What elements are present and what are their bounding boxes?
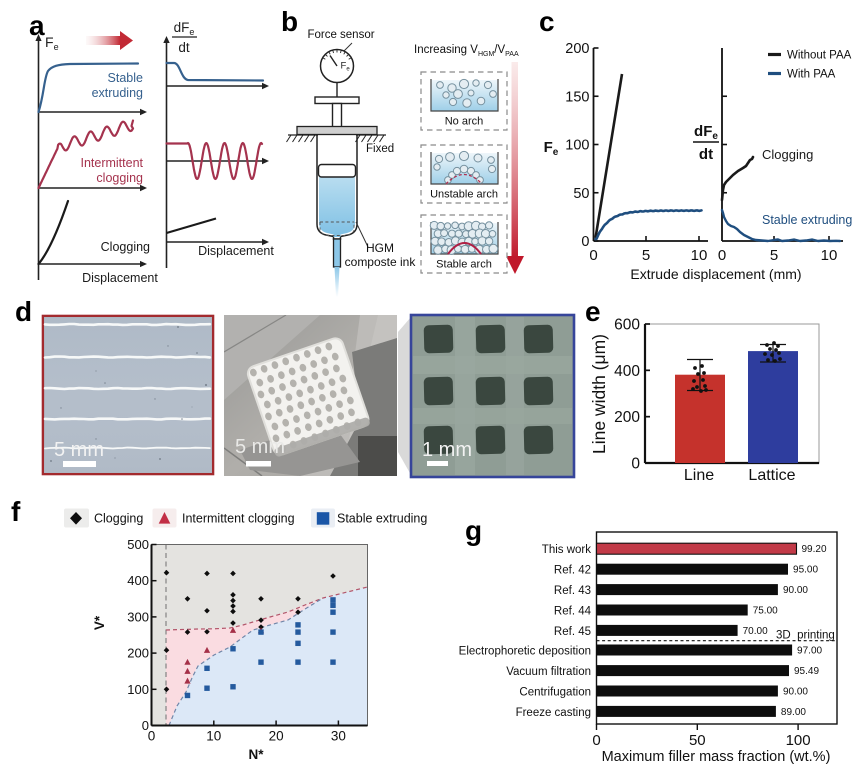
svg-text:0: 0 — [142, 718, 149, 733]
svg-text:99.20: 99.20 — [801, 544, 826, 555]
svg-text:Stable extruding: Stable extruding — [762, 213, 852, 227]
svg-text:150: 150 — [565, 89, 589, 105]
svg-text:75.00: 75.00 — [753, 606, 778, 617]
svg-text:Ref. 44: Ref. 44 — [554, 606, 592, 618]
svg-text:5: 5 — [642, 247, 650, 264]
svg-text:Line: Line — [684, 467, 714, 484]
svg-text:5 mm: 5 mm — [54, 439, 104, 461]
svg-text:5: 5 — [770, 247, 778, 264]
svg-text:5 mm: 5 mm — [235, 436, 285, 458]
svg-text:Extrude displacement (mm): Extrude displacement (mm) — [630, 266, 801, 282]
svg-text:95.00: 95.00 — [793, 565, 818, 576]
svg-text:0: 0 — [718, 247, 726, 264]
svg-text:300: 300 — [127, 609, 149, 624]
svg-text:f: f — [11, 496, 21, 527]
svg-text:10: 10 — [821, 247, 838, 264]
svg-text:Displacement: Displacement — [82, 271, 158, 285]
svg-text:Fe: Fe — [341, 61, 351, 73]
svg-text:With PAA: With PAA — [787, 69, 836, 81]
svg-text:No arch: No arch — [445, 116, 484, 128]
svg-text:97.00: 97.00 — [797, 646, 822, 657]
svg-text:Unstable arch: Unstable arch — [430, 189, 498, 201]
svg-text:b: b — [281, 6, 298, 37]
svg-text:90.00: 90.00 — [783, 585, 808, 596]
svg-text:dFe: dFe — [694, 123, 718, 142]
svg-text:50: 50 — [689, 732, 706, 749]
svg-text:Clogging: Clogging — [762, 147, 813, 162]
svg-text:95.49: 95.49 — [794, 666, 819, 677]
svg-text:Ref. 43: Ref. 43 — [554, 585, 591, 597]
svg-text:100: 100 — [127, 682, 149, 697]
svg-text:400: 400 — [614, 363, 640, 380]
svg-text:a: a — [29, 10, 45, 41]
svg-text:3D printing: 3D printing — [776, 630, 835, 642]
svg-text:70.00: 70.00 — [743, 626, 768, 637]
svg-text:0: 0 — [592, 732, 600, 749]
svg-text:20: 20 — [269, 729, 284, 744]
svg-text:Fixed: Fixed — [366, 143, 394, 155]
svg-text:Ref. 42: Ref. 42 — [554, 565, 591, 577]
svg-text:400: 400 — [127, 573, 149, 588]
svg-text:10: 10 — [691, 247, 708, 264]
svg-text:HGM: HGM — [366, 241, 394, 255]
svg-text:89.00: 89.00 — [781, 707, 806, 718]
svg-text:V*: V* — [92, 615, 107, 630]
svg-text:200: 200 — [565, 41, 589, 57]
svg-text:Stable: Stable — [108, 71, 143, 85]
svg-text:Maximum filler mass fraction (: Maximum filler mass fraction (wt.%) — [602, 749, 831, 765]
svg-text:0: 0 — [589, 247, 597, 264]
svg-text:Without PAA: Without PAA — [787, 50, 852, 62]
svg-text:0: 0 — [581, 234, 589, 250]
svg-text:dt: dt — [178, 40, 190, 55]
svg-text:Vacuum filtration: Vacuum filtration — [506, 666, 591, 678]
svg-text:0: 0 — [631, 456, 640, 473]
svg-text:Centrifugation: Centrifugation — [519, 687, 591, 699]
svg-text:dt: dt — [699, 146, 713, 163]
svg-text:extruding: extruding — [92, 86, 143, 100]
svg-text:1 mm: 1 mm — [422, 439, 472, 461]
svg-text:Intermittent clogging: Intermittent clogging — [182, 512, 295, 526]
svg-text:composte ink: composte ink — [345, 255, 417, 269]
svg-text:600: 600 — [614, 317, 640, 334]
svg-text:e: e — [585, 296, 601, 327]
svg-text:0: 0 — [148, 729, 156, 744]
svg-text:Freeze casting: Freeze casting — [516, 707, 591, 719]
svg-text:d: d — [15, 296, 32, 327]
svg-text:c: c — [539, 6, 555, 37]
svg-text:N*: N* — [248, 747, 264, 762]
svg-text:500: 500 — [127, 537, 149, 552]
svg-text:30: 30 — [331, 729, 346, 744]
svg-text:Electrophoretic deposition: Electrophoretic deposition — [459, 646, 591, 658]
svg-text:dFe: dFe — [174, 20, 195, 37]
svg-text:Ref. 45: Ref. 45 — [554, 626, 591, 638]
svg-text:clogging: clogging — [96, 171, 143, 185]
svg-text:90.00: 90.00 — [783, 687, 808, 698]
svg-text:Clogging: Clogging — [94, 512, 143, 526]
svg-text:Increasing VHGM/VPAA: Increasing VHGM/VPAA — [414, 44, 519, 58]
svg-text:200: 200 — [127, 646, 149, 661]
svg-text:200: 200 — [614, 409, 640, 426]
svg-text:Clogging: Clogging — [101, 240, 150, 254]
svg-text:Line width (μm): Line width (μm) — [589, 334, 609, 454]
svg-text:50: 50 — [573, 186, 589, 202]
svg-text:100: 100 — [565, 138, 589, 154]
svg-text:Force sensor: Force sensor — [307, 29, 374, 41]
svg-text:100: 100 — [786, 732, 811, 749]
svg-text:Intermittent: Intermittent — [80, 156, 143, 170]
svg-text:Displacement: Displacement — [198, 244, 274, 258]
svg-text:Lattice: Lattice — [748, 467, 795, 484]
svg-text:Stable arch: Stable arch — [436, 259, 492, 271]
svg-text:g: g — [465, 515, 482, 546]
svg-text:Stable extruding: Stable extruding — [337, 512, 427, 526]
svg-text:This work: This work — [542, 544, 591, 556]
svg-text:10: 10 — [206, 729, 221, 744]
